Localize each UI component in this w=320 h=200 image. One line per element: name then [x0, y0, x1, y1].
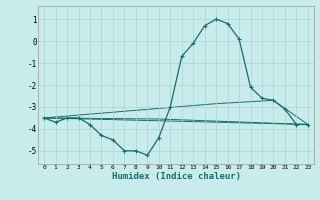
- X-axis label: Humidex (Indice chaleur): Humidex (Indice chaleur): [111, 172, 241, 181]
